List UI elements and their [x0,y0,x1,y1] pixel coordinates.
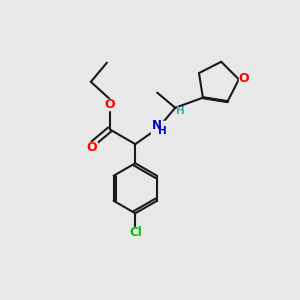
Text: O: O [86,141,97,154]
Text: N: N [152,119,162,132]
Text: H: H [158,126,167,136]
Polygon shape [86,142,97,152]
Text: Cl: Cl [129,226,142,239]
Text: O: O [104,98,115,111]
Text: H: H [176,106,185,116]
Polygon shape [129,227,142,238]
Text: O: O [239,72,249,85]
Polygon shape [105,99,115,110]
Polygon shape [238,74,250,83]
Polygon shape [151,122,166,135]
